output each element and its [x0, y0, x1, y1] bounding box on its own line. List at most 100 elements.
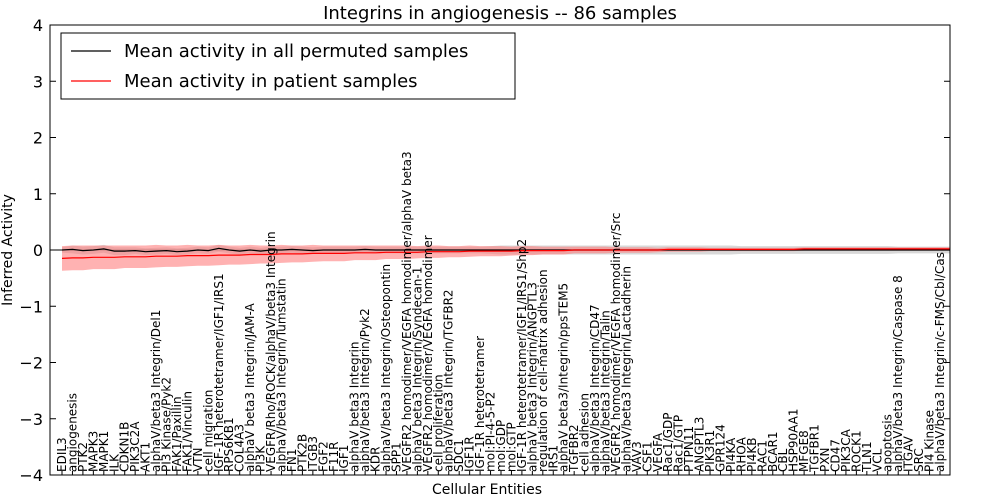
y-tick-label: −4 — [19, 466, 43, 485]
x-tick-label: IGF-1R heterotetramer — [473, 336, 487, 472]
y-tick-label: 2 — [33, 129, 43, 148]
x-tick-label: CBL — [776, 448, 790, 472]
x-tick-label: ILK — [107, 453, 121, 472]
legend-box — [60, 32, 516, 100]
x-tick-label: PIK3CA — [839, 428, 853, 472]
y-axis-label: Inferred Activity — [0, 194, 16, 306]
x-tick-label: BCAR1 — [766, 431, 780, 472]
y-tick-label: −3 — [19, 410, 43, 429]
x-tick-label: mol:GTP — [505, 422, 519, 472]
x-tick-label: TGFBR1 — [808, 424, 822, 473]
x-tick-label: Rac1/GTP — [672, 415, 686, 472]
x-tick-label: PIK3R1 — [703, 430, 717, 472]
x-tick-label: alphaV/beta3 Integrin/Pyk2 — [358, 308, 372, 472]
y-tick-label: −2 — [19, 354, 43, 373]
x-tick-label: F11R — [327, 442, 341, 473]
x-tick-label: cell migration — [201, 390, 215, 472]
x-tick-label: angiogenesis — [66, 393, 80, 472]
x-tick-label: alphaV/beta3 Integrin/Tumstatin — [275, 278, 289, 472]
x-tick-label: IRS1 — [546, 445, 560, 472]
x-tick-label: FAK1/Vinculin — [180, 391, 194, 472]
x-tick-label: RAC1 — [755, 440, 769, 472]
x-tick-label: PTPN11 — [682, 426, 696, 472]
x-tick-label: VEGFA — [651, 432, 665, 472]
x-tick-label: IGF1 — [337, 445, 351, 472]
x-tick-label: EDIL3 — [55, 437, 69, 472]
plot-frame — [49, 24, 951, 476]
legend: Mean activity in all permuted samples Me… — [60, 32, 516, 100]
x-tick-label: RHOA — [734, 436, 748, 472]
x-tick-label: FAK1/Paxillin — [170, 396, 184, 472]
x-tick-label: PI3K — [254, 445, 268, 472]
x-tick-label: alphaV/beta3 Integrin/CD47 — [588, 304, 602, 472]
x-tick-label: MFGE8 — [797, 430, 811, 472]
x-tick-label: PTK2B — [295, 434, 309, 472]
x-tick-label: IGF-1R heterotetramer/IGF1/IRS1/Shp2 — [515, 239, 529, 472]
x-tick-label: GPR124 — [714, 424, 728, 472]
x-tick-label: VEGFR2 homodimer/VEGFA homodimer — [421, 235, 435, 472]
x-tick-label: alphaV beta3 Integrin/Syndecan-1 — [410, 267, 424, 472]
x-tick-label: Rac1/GDP — [661, 412, 675, 471]
x-tick-label: PI3 Kinase/Pyk2 — [160, 377, 174, 472]
x-tick-label: SRC — [912, 448, 926, 472]
x-tick-label: regulation of cell-matrix adhesion — [536, 269, 550, 472]
chart-title: Integrins in angiogenesis -- 86 samples — [323, 3, 677, 24]
x-tick-label: FN1 — [285, 449, 299, 473]
x-tick-label: alphaV/beta3 Integrin/TGFBR2 — [442, 289, 456, 472]
y-tick-label: 1 — [33, 185, 43, 204]
x-tick-label: CD47 — [829, 439, 843, 472]
x-tick-label: PIK3C2A — [128, 421, 142, 472]
plot-area: −4−3−2−101234EDIL3angiogenesisPTK2MAPK3M… — [19, 16, 951, 485]
x-tick-label: TGFBR2 — [567, 424, 581, 473]
x-tick-label: COL4A3 — [233, 424, 247, 472]
x-tick-label: VEGFR2 homodimer/VEGFA homodimer/Src — [609, 212, 623, 472]
x-tick-label: PXN — [818, 448, 832, 472]
x-tick-label: VEGFR/Rho/ROCK/alphaV/beta3 Integrin — [264, 231, 278, 472]
band-patient — [62, 244, 951, 271]
x-tick-label: FGF2 — [316, 441, 330, 472]
x-tick-label: alphaV beta3 Integrin — [348, 342, 362, 473]
x-tick-label: apoptosis — [881, 414, 895, 472]
x-tick-label: VTN — [191, 448, 205, 473]
x-tick-label: ITGAV — [902, 435, 916, 472]
x-tick-label: alphaV/beta3 Integrin/c-FMS/Cbl/Cas — [933, 252, 947, 472]
x-tick-label: VEGFR2 homodimer/VEGFA homodimer/alphaV … — [400, 151, 414, 472]
x-tick-label: IGF-1R heterotetramer/IGF1/IRS1 — [212, 273, 226, 472]
y-tick-label: −1 — [19, 297, 43, 316]
x-tick-label: alphaV beta3 Integrin/JAM-A — [243, 302, 257, 472]
x-tick-label: AKT1 — [139, 442, 153, 472]
x-tick-label: VCL — [870, 448, 884, 472]
series-line-patient — [61, 248, 951, 259]
x-tick-label: IGF1R — [463, 436, 477, 472]
x-tick-label: RPS6KB1 — [222, 417, 236, 472]
y-tick-label: 3 — [33, 72, 43, 91]
x-tick-label: HSP90AA1 — [787, 408, 801, 472]
x-tick-label: PI4KB — [745, 438, 759, 473]
x-tick-label: alphaV beta3/Integrin/ppsTEM5 — [557, 283, 571, 472]
x-tick-label: ROCK1 — [849, 430, 863, 472]
y-tick-label: 0 — [33, 241, 43, 260]
x-tick-label: CSF1 — [640, 441, 654, 472]
x-tick-label: alphaV beta3 Integrin/ANGPTL3 — [525, 282, 539, 472]
y-tick-label: 4 — [33, 16, 43, 35]
x-tick-label: mol:GDP — [494, 420, 508, 472]
x-tick-label: TLN1 — [860, 441, 874, 473]
x-tick-label: alphaV/beta3 Integrin/Del1 — [149, 310, 163, 472]
x-tick-label: CDKN1B — [118, 422, 132, 472]
x-tick-label: alphaV/beta3 Integrin/Talin — [599, 310, 613, 472]
x-tick-label: MAPK1 — [97, 431, 111, 472]
x-tick-label: alphaV/beta3 Integrin/Lactadherin — [619, 266, 633, 472]
x-tick-label: cell adhesion — [578, 393, 592, 472]
x-tick-label: PI4 Kinase — [923, 410, 937, 472]
x-tick-label: MAPK3 — [86, 431, 100, 472]
x-tick-label: ANGPTL3 — [693, 417, 707, 472]
x-tick-label: alphaV/beta3 Integrin/Caspase 8 — [891, 275, 905, 472]
x-tick-label: ITGB3 — [306, 436, 320, 472]
legend-label-patient: Mean activity in patient samples — [124, 71, 418, 92]
x-tick-label: PI4KA — [724, 437, 738, 472]
x-tick-label: VAV3 — [630, 441, 644, 472]
legend-label-permuted: Mean activity in all permuted samples — [124, 41, 468, 62]
x-tick-label: mol:PI-4-5-P2 — [484, 392, 498, 472]
x-tick-label: alphaV/beta3 Integrin/Osteopontin — [379, 264, 393, 472]
